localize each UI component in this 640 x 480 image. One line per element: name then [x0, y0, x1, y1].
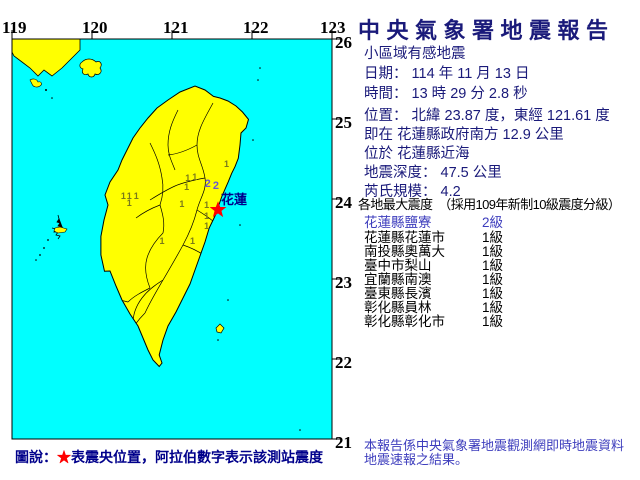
svg-text:1: 1	[192, 172, 197, 182]
svg-text:1: 1	[204, 211, 209, 221]
svg-text:1: 1	[121, 191, 126, 201]
svg-text:1: 1	[184, 182, 189, 192]
svg-text:1: 1	[127, 198, 132, 208]
svg-text:花蓮: 花蓮	[221, 192, 247, 207]
svg-text:1: 1	[224, 159, 229, 169]
svg-text:2: 2	[213, 180, 219, 192]
svg-text:1: 1	[159, 236, 164, 246]
svg-text:1: 1	[190, 236, 195, 246]
svg-text:2: 2	[205, 178, 211, 190]
svg-text:1: 1	[134, 191, 139, 201]
svg-text:1: 1	[204, 221, 209, 231]
svg-text:1: 1	[179, 199, 184, 209]
svg-text:1: 1	[204, 200, 209, 210]
